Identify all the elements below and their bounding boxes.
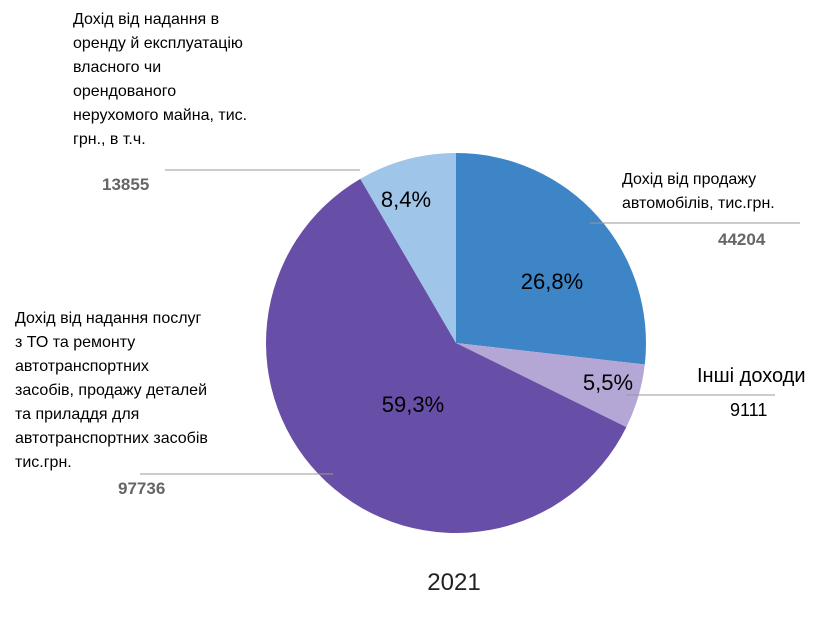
percent-label: 5,5% [583,370,633,395]
category-label: Дохід від надання послуг з ТО та ремонту… [15,310,208,471]
chart-title: 2021 [427,569,480,596]
category-label: Дохід від надання в оренду й експлуатаці… [73,11,248,148]
amount-label: 44204 [718,230,766,249]
amount-label: 9111 [730,400,768,420]
pie-slice [360,153,456,343]
category-label: Дохід від продажу автомобілів, тис.грн. [622,171,775,212]
percent-label: 59,3% [382,392,444,417]
percent-label: 26,8% [521,269,583,294]
amount-label: 13855 [102,175,150,194]
pie-slice [456,343,645,428]
percent-label: 8,4% [381,187,431,212]
pie-slice [266,178,627,533]
leader-lines [140,169,800,475]
amount-label: 97736 [118,479,166,498]
category-label: Інші доходи [697,365,806,387]
pie-slice [456,153,646,365]
